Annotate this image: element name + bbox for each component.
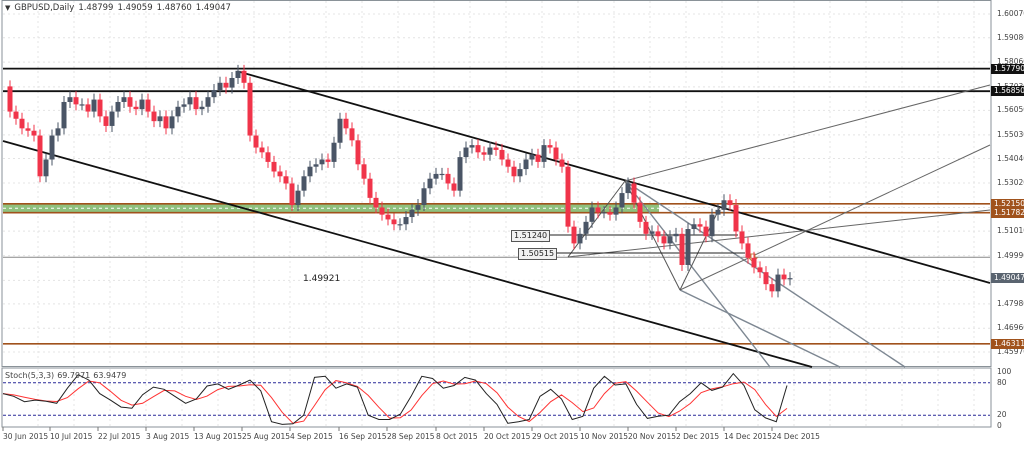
price-tag-151240[interactable]: 1.51240 [511,230,551,242]
stoch-tick: 0 [997,421,1002,430]
price-level-marker: 1.56850 [991,86,1024,97]
price-tick: 1.60070 [997,9,1024,18]
level-label-149921: 1.49921 [303,274,341,284]
stochastic-legend: Stoch(5,3,3) 69.7971 63.9479 [5,371,129,380]
price-tag-150515[interactable]: 1.50515 [518,248,558,260]
date-tick: 14 Dec 2015 [724,432,772,441]
date-tick: 24 Dec 2015 [772,432,820,441]
price-tick: 1.55030 [997,129,1024,139]
price-tick: 1.54040 [997,153,1024,163]
stoch-name: Stoch(5,3,3) [5,371,55,380]
price-tick: 1.51010 [997,226,1024,236]
date-tick: 20 Oct 2015 [484,432,531,441]
date-tick: 28 Sep 2015 [387,432,435,441]
price-tick: 1.49990 [997,250,1024,260]
stoch-tick: 20 [997,410,1007,420]
date-tick: 2 Dec 2015 [676,432,720,441]
price-tick: 1.56050 [997,105,1024,115]
stoch-tick: 100 [997,367,1012,376]
date-tick: 10 Nov 2015 [580,432,629,441]
date-tick: 20 Nov 2015 [628,432,677,441]
price-level-marker: 1.46311 [991,338,1024,349]
date-tick: 13 Aug 2015 [194,432,243,441]
date-tick: 8 Oct 2015 [436,432,478,441]
date-tick: 4 Sep 2015 [290,432,333,441]
date-tick: 3 Aug 2015 [146,432,190,441]
price-tick: 1.59080 [997,32,1024,42]
price-level-marker: 1.52150 [991,198,1024,209]
stoch-main-value: 69.7971 [57,371,91,380]
chart-title-bar: ▼ GBPUSD,Daily 1.48799 1.49059 1.48760 1.4904… [5,3,235,13]
price-tick: 1.53020 [997,178,1024,187]
price-level-marker: 1.51782 [991,207,1024,218]
price-tick: 1.45970 [997,347,1024,356]
price-tick: 1.47980 [997,298,1024,308]
date-tick: 16 Sep 2015 [339,432,387,441]
date-tick: 25 Aug 2015 [242,432,291,441]
price-tick: 1.58060 [997,57,1024,67]
date-tick: 29 Oct 2015 [532,432,579,441]
high-value: 1.49059 [117,3,153,13]
stoch-signal-value: 63.9479 [93,371,127,380]
open-value: 1.48799 [78,3,114,13]
date-tick: 10 Jul 2015 [50,432,93,441]
close-value: 1.49047 [195,3,231,13]
price-level-marker: 1.57790 [991,63,1024,74]
low-value: 1.48760 [156,3,192,13]
date-tick: 22 Jul 2015 [98,432,141,441]
candles [7,64,793,298]
dropdown-triangle-icon[interactable]: ▼ [5,4,11,12]
date-tick: 30 Jun 2015 [3,432,49,441]
symbol-label: GBPUSD,Daily [14,3,75,13]
price-level-marker: 1.49047 [991,273,1024,284]
stoch-tick: 80 [997,377,1007,387]
price-tick: 1.46960 [997,323,1024,333]
